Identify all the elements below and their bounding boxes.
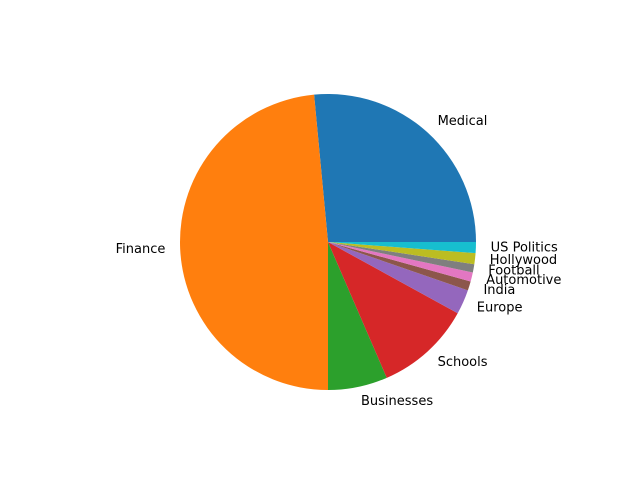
slice-label-hollywood: Hollywood xyxy=(490,253,557,268)
slice-medical xyxy=(314,94,476,243)
slice-label-automotive: Automotive xyxy=(486,273,561,288)
slice-finance xyxy=(180,94,328,390)
slice-india xyxy=(328,242,471,291)
slice-label-schools: Schools xyxy=(438,355,488,370)
slice-label-europe: Europe xyxy=(477,301,523,316)
slice-europe xyxy=(328,242,468,314)
slice-hollywood xyxy=(328,242,476,265)
pie-labels: Medical Finance Businesses Schools Europe Ind… xyxy=(116,114,562,409)
slice-label-medical: Medical xyxy=(438,114,488,129)
slice-label-finance: Finance xyxy=(116,242,166,257)
slice-label-india: India xyxy=(483,283,515,298)
pie-slices xyxy=(180,94,476,390)
slice-label-football: Football xyxy=(488,263,539,278)
slice-businesses xyxy=(328,242,387,390)
slice-label-businesses: Businesses xyxy=(361,394,433,409)
slice-label-us-politics: US Politics xyxy=(491,241,558,256)
slice-football xyxy=(328,242,475,273)
slice-automotive xyxy=(328,242,473,282)
slice-us-politics xyxy=(328,242,476,254)
slice-schools xyxy=(328,242,458,378)
